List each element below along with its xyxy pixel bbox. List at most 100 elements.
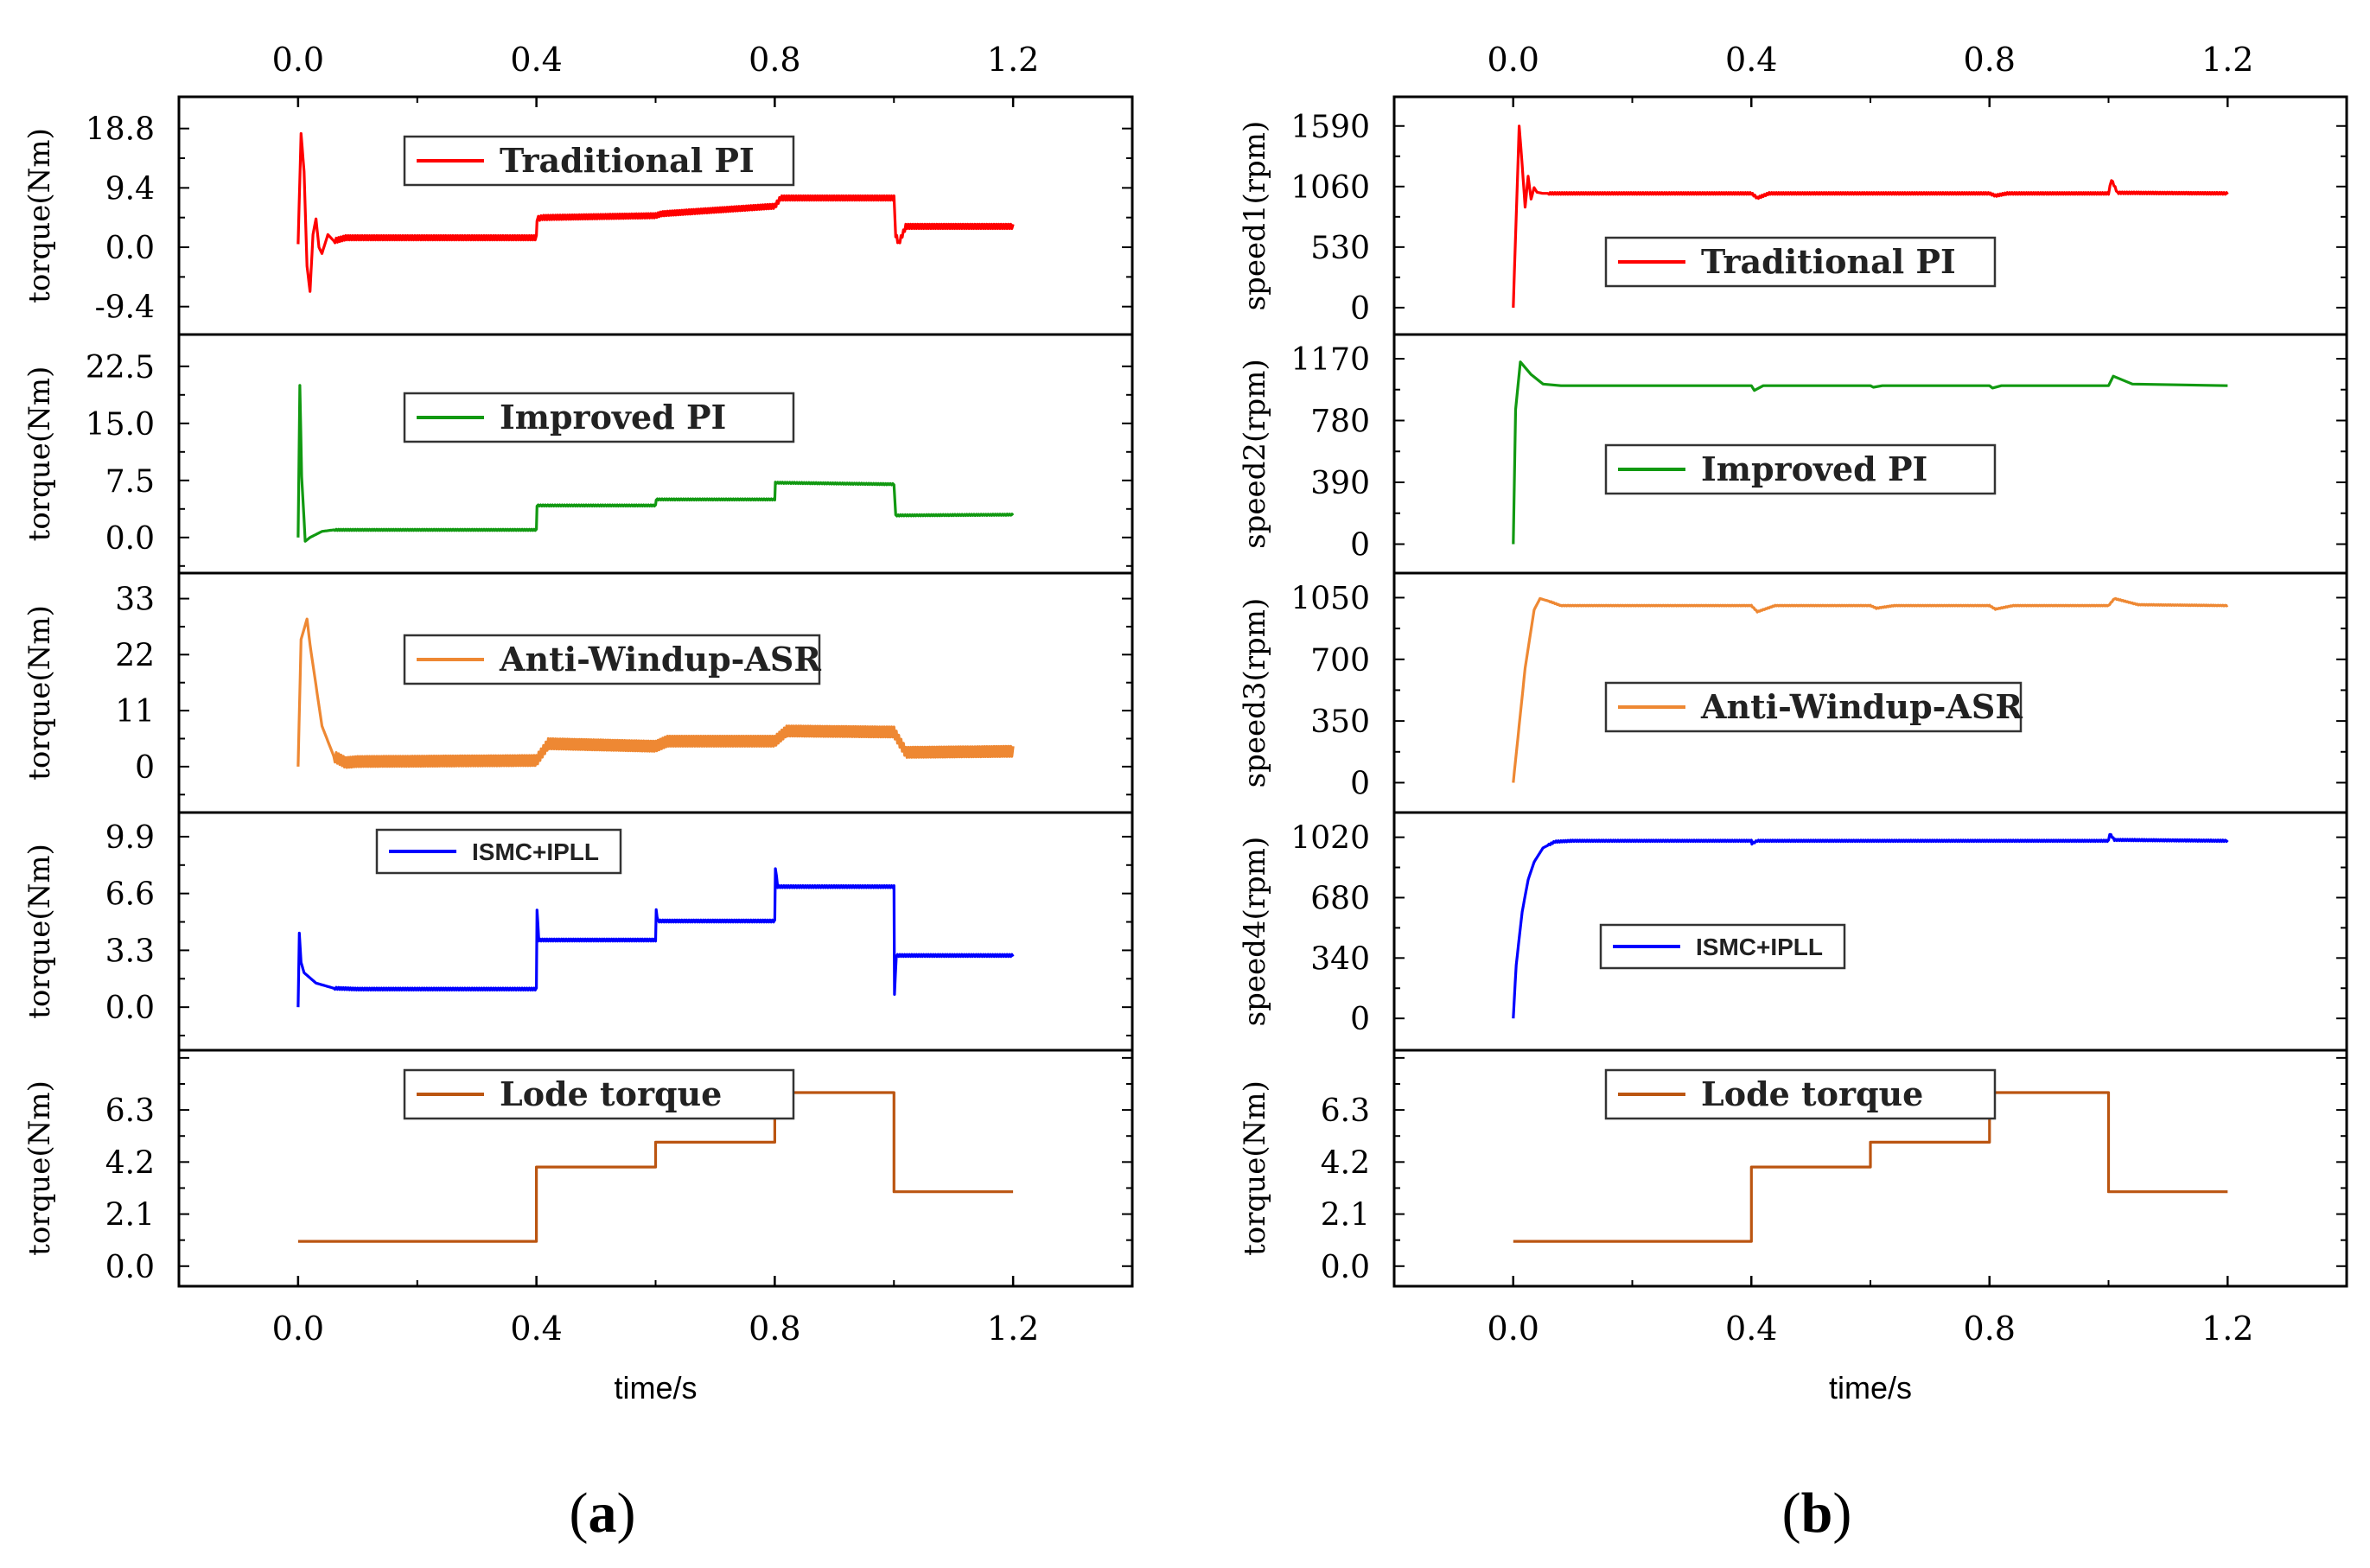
y-tick-label: 3.3 xyxy=(105,934,155,969)
y-tick-label: 1050 xyxy=(1290,581,1370,616)
legend-label: Traditional PI xyxy=(500,141,755,180)
legend-label: Improved PI xyxy=(1701,449,1927,488)
y-tick-label: 7.5 xyxy=(105,464,155,500)
x-tick-label-bottom: 1.2 xyxy=(987,1310,1039,1348)
legend-label: ISMC+IPLL xyxy=(472,838,599,865)
y-tick-label: 2.1 xyxy=(105,1198,155,1233)
y-tick-label: 0 xyxy=(1350,766,1370,801)
legend: Anti-Windup-ASR xyxy=(1604,681,2023,733)
y-tick-label: 11 xyxy=(115,694,155,730)
panel-3: 0 350 700 1050 speed3(rpm) Anti-Windup-ASR xyxy=(1238,571,2347,801)
y-tick-label: 350 xyxy=(1310,704,1370,740)
legend-label: Lode torque xyxy=(500,1074,722,1113)
y-tick-label: 530 xyxy=(1310,231,1370,266)
y-tick-label: 780 xyxy=(1310,405,1370,440)
legend: Anti-Windup-ASR xyxy=(403,634,821,685)
y-tick-label: 0.0 xyxy=(105,991,155,1026)
caption-a: (a) xyxy=(570,1482,636,1545)
legend: Improved PI xyxy=(1604,443,1997,495)
y-tick-label: 1170 xyxy=(1290,342,1370,378)
y-tick-label: 340 xyxy=(1310,941,1370,977)
x-tick-label-bottom: 0.0 xyxy=(272,1310,324,1348)
caption-b-letter: b xyxy=(1801,1482,1833,1545)
y-tick-label: 6.6 xyxy=(105,877,155,913)
series-line xyxy=(1512,832,2229,1019)
y-tick-label: 0.0 xyxy=(105,1250,155,1285)
x-tick-label-top: 0.0 xyxy=(272,41,324,79)
series-line xyxy=(296,617,1015,769)
y-axis-label: torque(Nm) xyxy=(22,605,57,781)
y-tick-label: 0 xyxy=(1350,528,1370,564)
y-tick-label: 15.0 xyxy=(86,407,155,443)
y-tick-label: 680 xyxy=(1310,881,1370,916)
y-axis-label: torque(Nm) xyxy=(22,128,57,303)
y-tick-label: 0 xyxy=(135,750,155,786)
y-tick-label: 700 xyxy=(1310,643,1370,679)
x-tick-label-top: 0.8 xyxy=(1964,41,2016,79)
y-axis-label: torque(Nm) xyxy=(1238,1080,1272,1256)
x-tick-label-top: 0.0 xyxy=(1488,41,1539,79)
y-tick-label: 4.2 xyxy=(1321,1145,1370,1181)
panel-3: 0 11 22 33 torque(Nm) Anti-Windup-ASR xyxy=(22,571,1132,796)
y-tick-label: 0.0 xyxy=(105,521,155,557)
y-axis-label: speed3(rpm) xyxy=(1238,598,1272,788)
y-tick-label: 22.5 xyxy=(86,350,155,386)
x-axis-title: time/s xyxy=(614,1370,697,1405)
y-axis-label: speed4(rpm) xyxy=(1238,837,1272,1027)
x-axis-title: time/s xyxy=(1829,1370,1912,1405)
legend-label: Anti-Windup-ASR xyxy=(1700,687,2023,726)
y-tick-label: 1060 xyxy=(1290,170,1370,206)
series-line xyxy=(296,131,1015,293)
y-tick-label: 0 xyxy=(1350,291,1370,327)
panel-4: 0 340 680 1020 speed4(rpm) ISMC+IPLL xyxy=(1238,811,2347,1037)
chart-a: 0.0 0.4 0.8 1.2 0.0 0.4 0.8 1.2 time/s -9.4 0.0 9.4… xyxy=(22,41,1134,1405)
series-line xyxy=(1512,596,2229,783)
panel-4: 0.0 3.3 6.6 9.9 torque(Nm) ISMC+IPLL xyxy=(22,811,1132,1037)
y-tick-label: 4.2 xyxy=(105,1145,155,1181)
x-tick-label-top: 1.2 xyxy=(2201,41,2253,79)
y-tick-label: 22 xyxy=(115,638,155,673)
panel-2: 0.0 7.5 15.0 22.5 torque(Nm) Improved PI xyxy=(22,333,1132,567)
legend-label: Traditional PI xyxy=(1701,242,1956,281)
legend: Lode torque xyxy=(1604,1068,1997,1120)
x-tick-label-bottom: 0.4 xyxy=(1725,1310,1777,1348)
chart-b: 0.0 0.4 0.8 1.2 0.0 0.4 0.8 1.2 time/s 0 530 1060 15… xyxy=(1238,41,2348,1405)
y-tick-label: 6.3 xyxy=(1321,1093,1370,1129)
legend: Improved PI xyxy=(403,392,795,443)
legend: Traditional PI xyxy=(403,135,795,187)
legend-label: ISMC+IPLL xyxy=(1696,934,1823,960)
legend-box xyxy=(1604,1068,1997,1120)
caption-a-letter: a xyxy=(589,1482,617,1545)
y-tick-label: 390 xyxy=(1310,466,1370,501)
y-tick-label: 2.1 xyxy=(1321,1198,1370,1233)
legend-label: Anti-Windup-ASR xyxy=(499,640,821,679)
panel-1: -9.4 0.0 9.4 18.8 torque(Nm) Traditional PI xyxy=(22,112,1132,326)
y-tick-label: 1020 xyxy=(1290,821,1370,857)
legend: Traditional PI xyxy=(1604,236,1997,288)
series-line xyxy=(1512,124,2229,308)
panel-1: 0 530 1060 1590 speed1(rpm) Traditional PI xyxy=(1238,110,2347,327)
y-axis-label: torque(Nm) xyxy=(22,367,57,542)
series-line xyxy=(296,384,1015,543)
y-axis-label: speed2(rpm) xyxy=(1238,359,1272,549)
series-line xyxy=(1513,1091,2228,1243)
x-tick-label-top: 0.4 xyxy=(510,41,562,79)
x-tick-label-bottom: 0.8 xyxy=(1964,1310,2016,1348)
legend: ISMC+IPLL xyxy=(1599,923,1846,970)
y-tick-label: 0.0 xyxy=(1321,1250,1370,1285)
x-tick-label-bottom: 1.2 xyxy=(2201,1310,2253,1348)
series-line xyxy=(296,867,1015,1008)
legend-label: Lode torque xyxy=(1701,1074,1923,1113)
y-tick-label: 33 xyxy=(115,583,155,618)
legend: ISMC+IPLL xyxy=(375,828,622,875)
x-tick-label-bottom: 0.0 xyxy=(1488,1310,1539,1348)
series-line xyxy=(297,1091,1014,1243)
panel-2: 0 390 780 1170 speed2(rpm) Improved PI xyxy=(1238,333,2347,564)
y-axis-label: speed1(rpm) xyxy=(1238,121,1272,311)
y-tick-label: 0 xyxy=(1350,1002,1370,1037)
legend-box xyxy=(403,634,821,685)
panel-5: 0.0 2.1 4.2 6.3 torque(Nm) Lode torque xyxy=(1238,1049,2347,1285)
y-tick-label: 6.3 xyxy=(105,1093,155,1129)
x-tick-label-top: 1.2 xyxy=(987,41,1039,79)
